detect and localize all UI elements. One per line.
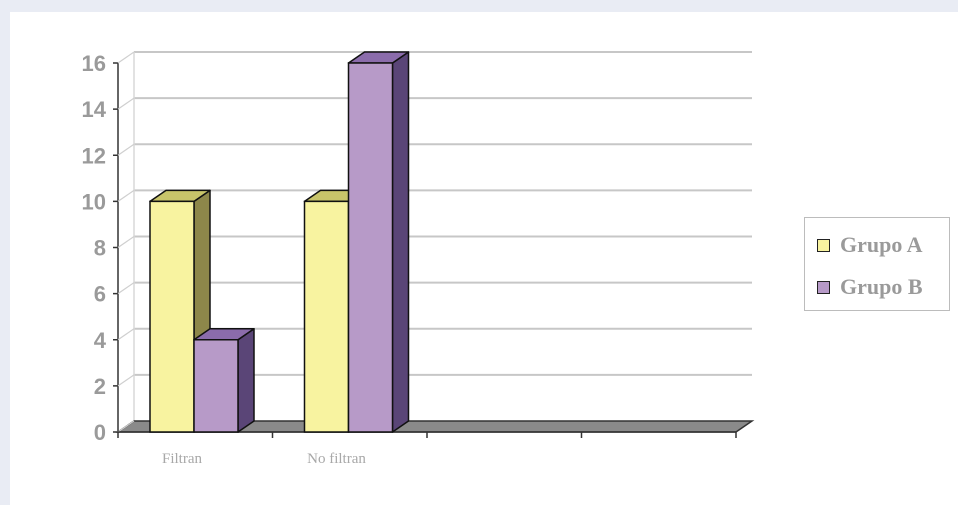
- bar: [347, 51, 410, 433]
- x-tick-label: No filtran: [307, 451, 366, 467]
- legend-label-series-b: Grupo B: [840, 274, 923, 299]
- y-tick-label: 4: [94, 328, 107, 353]
- bar-side: [391, 51, 410, 433]
- bar-front: [347, 62, 394, 433]
- y-tick-label: 14: [82, 97, 107, 122]
- legend-item-series-b: Grupo B: [817, 274, 923, 300]
- bar-side: [237, 328, 255, 433]
- y-tick-depth-line: [117, 51, 135, 64]
- y-tick-label: 12: [82, 143, 106, 168]
- y-tick-label: 16: [82, 51, 106, 76]
- bar: [193, 328, 255, 433]
- legend-label-series-a: Grupo A: [840, 232, 923, 257]
- bar-front: [303, 200, 350, 433]
- y-tick-label: 10: [82, 189, 106, 214]
- legend-swatch-series-b: [817, 280, 830, 294]
- y-tick-depth-line: [117, 374, 135, 387]
- chart-plot: 0 2 4 6 8 10 12 14 16 Filtran No filtran: [82, 51, 755, 467]
- y-tick-label: 2: [94, 374, 106, 399]
- y-tick-labels: 0 2 4 6 8 10 12 14 16: [82, 51, 107, 445]
- y-tick-depth-line: [117, 282, 135, 295]
- y-tick-depth-line: [117, 236, 135, 248]
- chart-panel: 0 2 4 6 8 10 12 14 16 Filtran No filtran Grupo A …: [10, 12, 958, 505]
- bars: [149, 51, 410, 433]
- y-tick-label: 6: [94, 282, 106, 307]
- x-tick-labels: Filtran No filtran: [162, 451, 366, 467]
- y-tick-label: 0: [94, 420, 106, 445]
- y-tick-depth-line: [117, 328, 135, 341]
- y-tick-depth-line: [117, 420, 135, 433]
- y-tick-depth-line: [117, 97, 135, 110]
- y-tick-depth-line: [117, 143, 135, 156]
- x-tick-label: Filtran: [162, 451, 202, 467]
- bar-front: [149, 200, 195, 433]
- y-tick-label: 8: [94, 236, 106, 261]
- y-tick-depth-line: [117, 189, 135, 202]
- legend-swatch-series-a: [817, 238, 830, 252]
- legend: Grupo A Grupo B: [804, 217, 950, 311]
- legend-item-series-a: Grupo A: [817, 232, 923, 258]
- bar-front: [193, 339, 239, 433]
